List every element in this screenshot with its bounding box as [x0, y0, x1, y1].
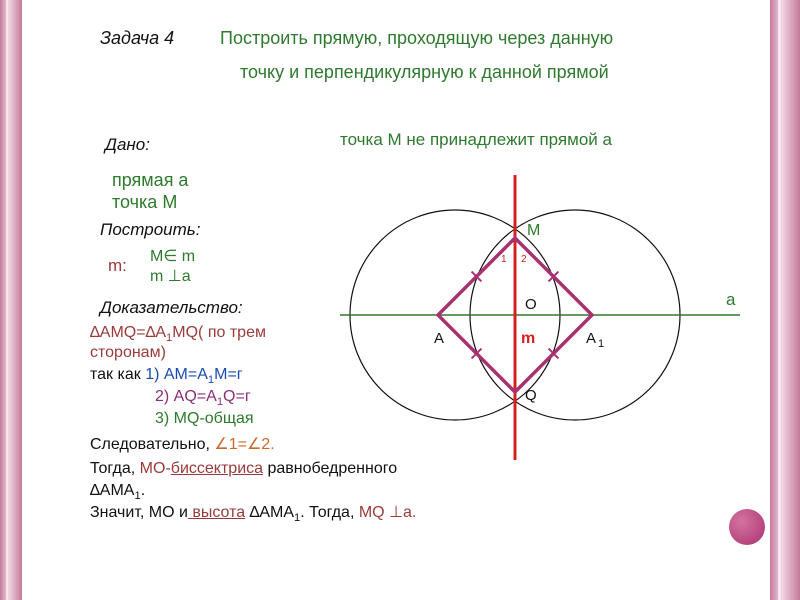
label-q: Q — [525, 387, 537, 404]
given-point-m: точка М — [112, 192, 177, 212]
figure: 1 2 M O A A 1 Q m a — [340, 175, 760, 475]
togda-a: Тогда, — [90, 460, 140, 477]
final-a: Значит, МО и — [90, 504, 188, 521]
m-perp-a: m ⊥a — [150, 268, 191, 285]
delta-ama-a: ∆АМА — [90, 482, 134, 499]
m-colon: m: — [108, 256, 127, 275]
condition: точка М не принадлежит прямой а — [340, 130, 612, 149]
final-d: . Тогда, — [300, 504, 359, 521]
build-label: Построить: — [100, 220, 200, 239]
p1a: 1) АМ=А — [145, 366, 208, 383]
frame-right — [770, 0, 800, 600]
label-m-upper: M — [527, 222, 540, 239]
conseq-b: ∠1=∠2. — [214, 436, 274, 453]
p2b: Q=г — [223, 388, 251, 405]
proof-label: Доказательство: — [100, 298, 243, 317]
title-line1: Построить прямую, проходящую через данну… — [220, 28, 613, 48]
label-o: O — [525, 296, 537, 313]
final-b: высота — [188, 504, 245, 521]
tri-eq1b: MQ( по трем — [172, 324, 266, 341]
label-a-line: a — [726, 290, 736, 309]
frame-left — [0, 0, 22, 600]
angle-1: 1 — [501, 254, 507, 265]
accent-dot — [729, 509, 765, 545]
tri-eq2: сторонам) — [90, 344, 166, 361]
given-line-a: прямая а — [112, 170, 188, 190]
label-m-line: m — [521, 330, 535, 347]
final-c: ∆АМА — [245, 504, 294, 521]
label-a1-sub: 1 — [598, 338, 604, 350]
dano: Дано: — [105, 135, 150, 154]
title-line2: точку и перпендикулярную к данной прямой — [240, 62, 609, 82]
label-a1-a: A — [586, 330, 596, 347]
tri-eq1a: ∆AMQ=∆A — [90, 324, 166, 341]
togda-b: МО- — [140, 460, 171, 477]
m-in-m: М∈ m — [150, 248, 195, 265]
label-a: A — [434, 330, 444, 347]
togda-c: биссектриса — [171, 460, 263, 477]
angle-2: 2 — [521, 254, 527, 265]
p2a: 2) АQ=А — [155, 388, 217, 405]
p1b: М=г — [214, 366, 243, 383]
delta-ama-dot: . — [141, 482, 145, 499]
conseq-a: Следовательно, — [90, 436, 214, 453]
task-label: Задача 4 — [100, 28, 174, 48]
since: так как — [90, 366, 145, 383]
final-e: MQ ⊥a. — [359, 504, 417, 521]
p3: 3) MQ-общая — [155, 410, 254, 427]
